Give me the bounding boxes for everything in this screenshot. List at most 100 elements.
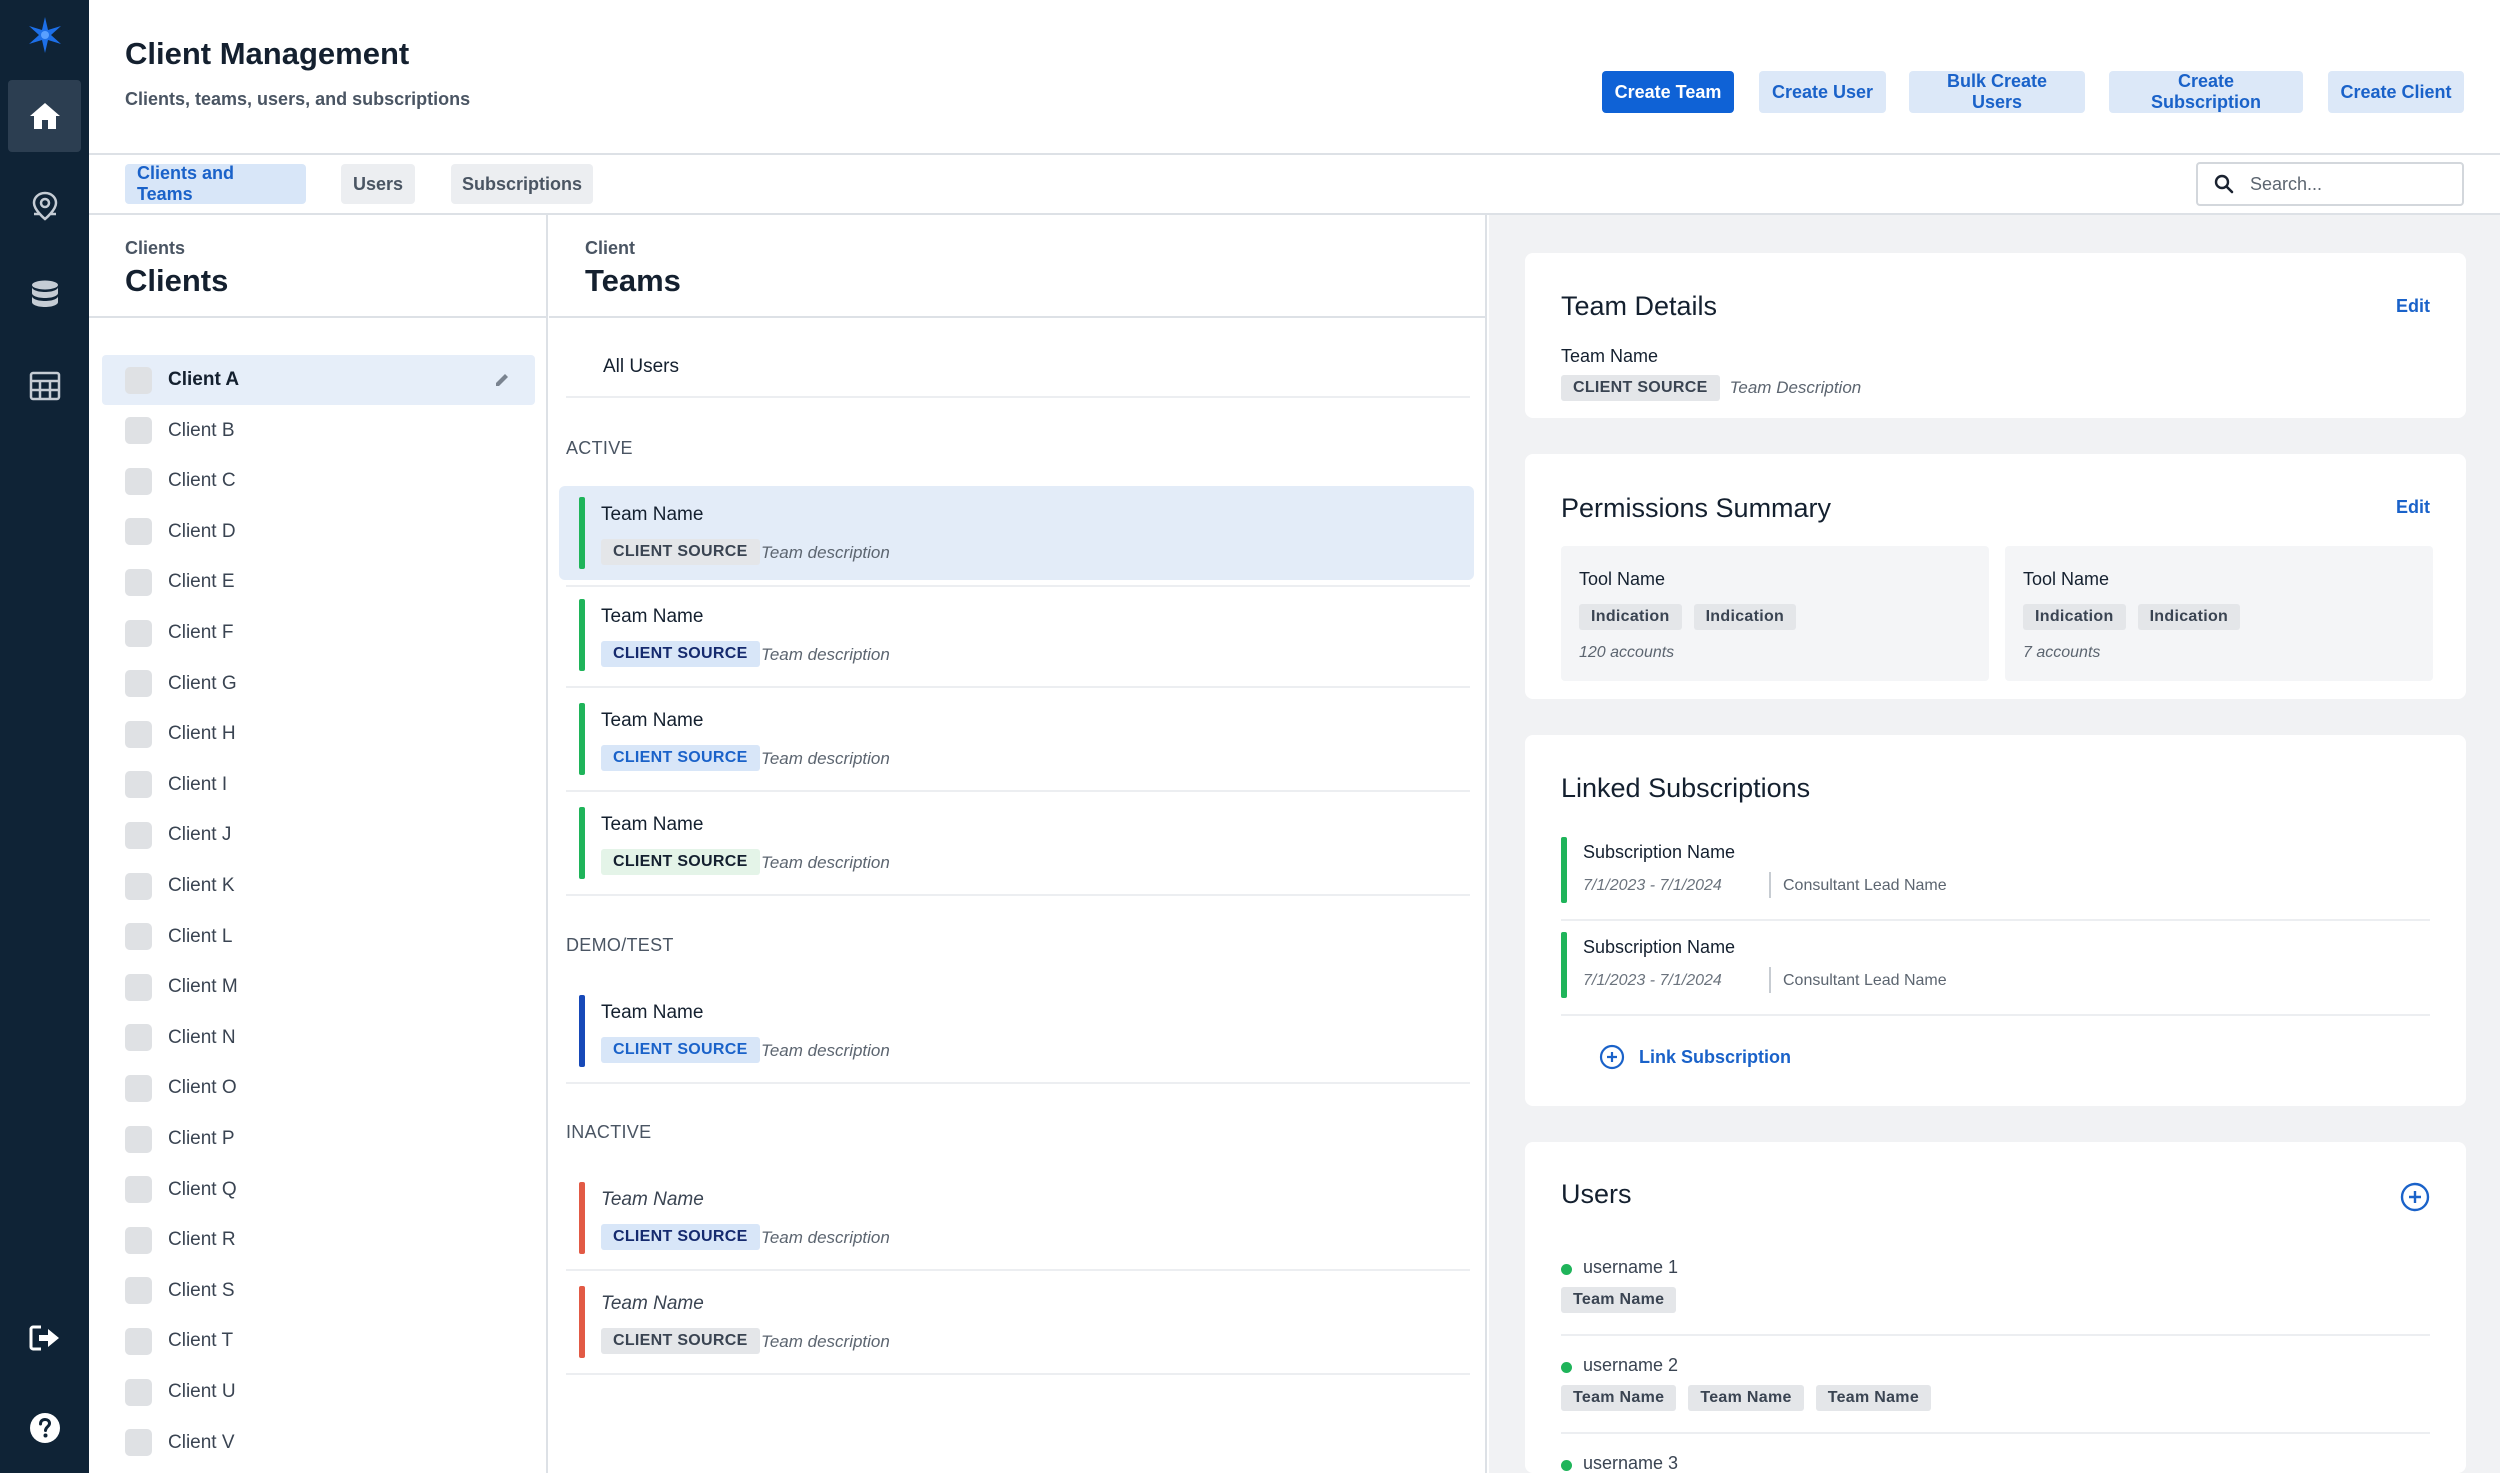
client-list-item[interactable]: Client E	[102, 557, 535, 607]
pencil-edit-icon[interactable]	[493, 371, 511, 389]
permissions-edit-link[interactable]: Edit	[2396, 497, 2430, 517]
client-checkbox[interactable]	[125, 1378, 152, 1406]
divider	[1561, 1432, 2430, 1434]
client-label: Client D	[168, 520, 236, 542]
subscription-row[interactable]: Subscription Name 7/1/2023 - 7/1/2024 Co…	[1561, 824, 2430, 919]
team-description: Team description	[761, 543, 890, 562]
client-checkbox[interactable]	[125, 1074, 152, 1102]
create-subscription-button[interactable]: Create Subscription	[2109, 71, 2303, 113]
user-row[interactable]: username 1 Team Name	[1561, 1257, 2430, 1317]
client-source-tag: CLIENT SOURCE	[601, 849, 760, 875]
client-label: Client C	[168, 470, 236, 492]
client-checkbox[interactable]	[125, 1226, 152, 1254]
client-list-item[interactable]: Client M	[102, 962, 535, 1012]
client-checkbox[interactable]	[125, 670, 152, 698]
all-users-item[interactable]: All Users	[603, 356, 680, 377]
team-card[interactable]: Team Name CLIENT SOURCE Team description	[559, 796, 1474, 890]
client-list-item[interactable]: Client T	[102, 1316, 535, 1366]
tab-subscriptions[interactable]: Subscriptions	[451, 164, 593, 204]
client-list-item[interactable]: Client L	[102, 912, 535, 962]
status-bar-inactive	[579, 1182, 585, 1254]
user-row[interactable]: username 3	[1561, 1453, 2430, 1473]
client-checkbox[interactable]	[125, 872, 152, 900]
team-card[interactable]: Team Name CLIENT SOURCE Team description	[559, 1171, 1474, 1265]
client-checkbox[interactable]	[125, 467, 152, 495]
client-label: Client K	[168, 875, 235, 896]
bulk-create-users-button[interactable]: Bulk Create Users	[1909, 71, 2085, 113]
client-list-item[interactable]: Client I	[102, 760, 535, 810]
home-nav-button[interactable]	[8, 80, 81, 152]
user-row[interactable]: username 2 Team Name Team Name Team Name	[1561, 1355, 2430, 1415]
client-list-item[interactable]: Client Q	[102, 1165, 535, 1215]
client-list-item[interactable]: Client G	[102, 659, 535, 709]
team-name-tag: Team Name	[1688, 1385, 1804, 1411]
client-label: Client U	[168, 1381, 236, 1402]
client-list-item[interactable]: Client K	[102, 861, 535, 911]
team-card[interactable]: Team Name CLIENT SOURCE Team description	[559, 984, 1474, 1078]
client-checkbox[interactable]	[125, 366, 152, 394]
team-name-tag: Team Name	[1815, 1385, 1932, 1411]
team-card[interactable]: Team Name CLIENT SOURCE Team description	[559, 486, 1474, 580]
client-list-item[interactable]: Client B	[102, 406, 535, 456]
create-user-button[interactable]: Create User	[1759, 71, 1886, 113]
client-list-item[interactable]: Client N	[102, 1013, 535, 1063]
add-user-icon[interactable]	[2400, 1182, 2430, 1212]
team-card[interactable]: Team Name CLIENT SOURCE Team description	[559, 588, 1474, 682]
client-list-item[interactable]: Client U	[102, 1367, 535, 1417]
client-checkbox[interactable]	[125, 923, 152, 951]
client-label: Client P	[168, 1128, 235, 1149]
client-checkbox[interactable]	[125, 1327, 152, 1355]
team-name: Team Name	[601, 606, 704, 627]
link-subscription-button[interactable]: Link Subscription	[1599, 1044, 1791, 1070]
create-team-button[interactable]: Create Team	[1602, 71, 1734, 113]
client-checkbox[interactable]	[125, 1125, 152, 1153]
tab-users[interactable]: Users	[341, 164, 415, 204]
client-list-item[interactable]: Client O	[102, 1063, 535, 1113]
team-card[interactable]: Team Name CLIENT SOURCE Team description	[559, 1275, 1474, 1369]
client-list-item[interactable]: Client J	[102, 810, 535, 860]
client-checkbox[interactable]	[125, 1024, 152, 1052]
create-client-button[interactable]: Create Client	[2328, 71, 2464, 113]
database-nav-button[interactable]	[8, 260, 81, 332]
tab-clients-and-teams[interactable]: Clients and Teams	[125, 163, 306, 204]
search-input[interactable]	[2250, 173, 2450, 195]
client-label: Client S	[168, 1279, 235, 1301]
search-icon	[2214, 174, 2234, 194]
client-checkbox[interactable]	[125, 973, 152, 1001]
client-label: Client N	[168, 1026, 236, 1048]
compass-star-logo[interactable]	[26, 16, 64, 54]
client-checkbox[interactable]	[125, 518, 152, 546]
client-checkbox[interactable]	[125, 1429, 152, 1457]
client-list-item[interactable]: Client P	[102, 1114, 535, 1164]
client-list-item[interactable]: Client H	[102, 709, 535, 759]
team-details-edit-link[interactable]: Edit	[2396, 296, 2430, 316]
client-checkbox[interactable]	[125, 720, 152, 748]
client-list-item[interactable]: Client R	[102, 1215, 535, 1265]
team-card[interactable]: Team Name CLIENT SOURCE Team description	[559, 692, 1474, 786]
team-description: Team description	[761, 1228, 890, 1247]
subscription-row[interactable]: Subscription Name 7/1/2023 - 7/1/2024 Co…	[1561, 919, 2430, 1014]
client-checkbox[interactable]	[125, 568, 152, 596]
client-list-item[interactable]: Client S	[102, 1266, 535, 1316]
client-list-item[interactable]: Client F	[102, 608, 535, 658]
client-list-item[interactable]: Client V	[102, 1418, 535, 1468]
logout-button[interactable]	[8, 1302, 81, 1374]
client-list-item[interactable]: Client A	[102, 355, 535, 405]
subscription-name: Subscription Name	[1583, 842, 1736, 862]
client-source-tag: CLIENT SOURCE	[601, 1328, 760, 1354]
tables-nav-button[interactable]	[8, 350, 81, 422]
client-list-item[interactable]: Client C	[102, 456, 535, 506]
locations-nav-button[interactable]	[8, 170, 81, 242]
status-dot-active	[1561, 1460, 1572, 1471]
client-list-item[interactable]: Client D	[102, 507, 535, 557]
home-icon	[28, 101, 62, 131]
client-checkbox[interactable]	[125, 619, 152, 647]
client-checkbox[interactable]	[125, 771, 152, 799]
client-checkbox[interactable]	[125, 1176, 152, 1204]
team-name: Team Name	[601, 1293, 704, 1314]
client-checkbox[interactable]	[125, 821, 152, 849]
client-checkbox[interactable]	[125, 1277, 152, 1305]
help-button[interactable]	[8, 1392, 81, 1464]
link-subscription-label: Link Subscription	[1639, 1046, 1792, 1067]
client-checkbox[interactable]	[125, 417, 152, 445]
